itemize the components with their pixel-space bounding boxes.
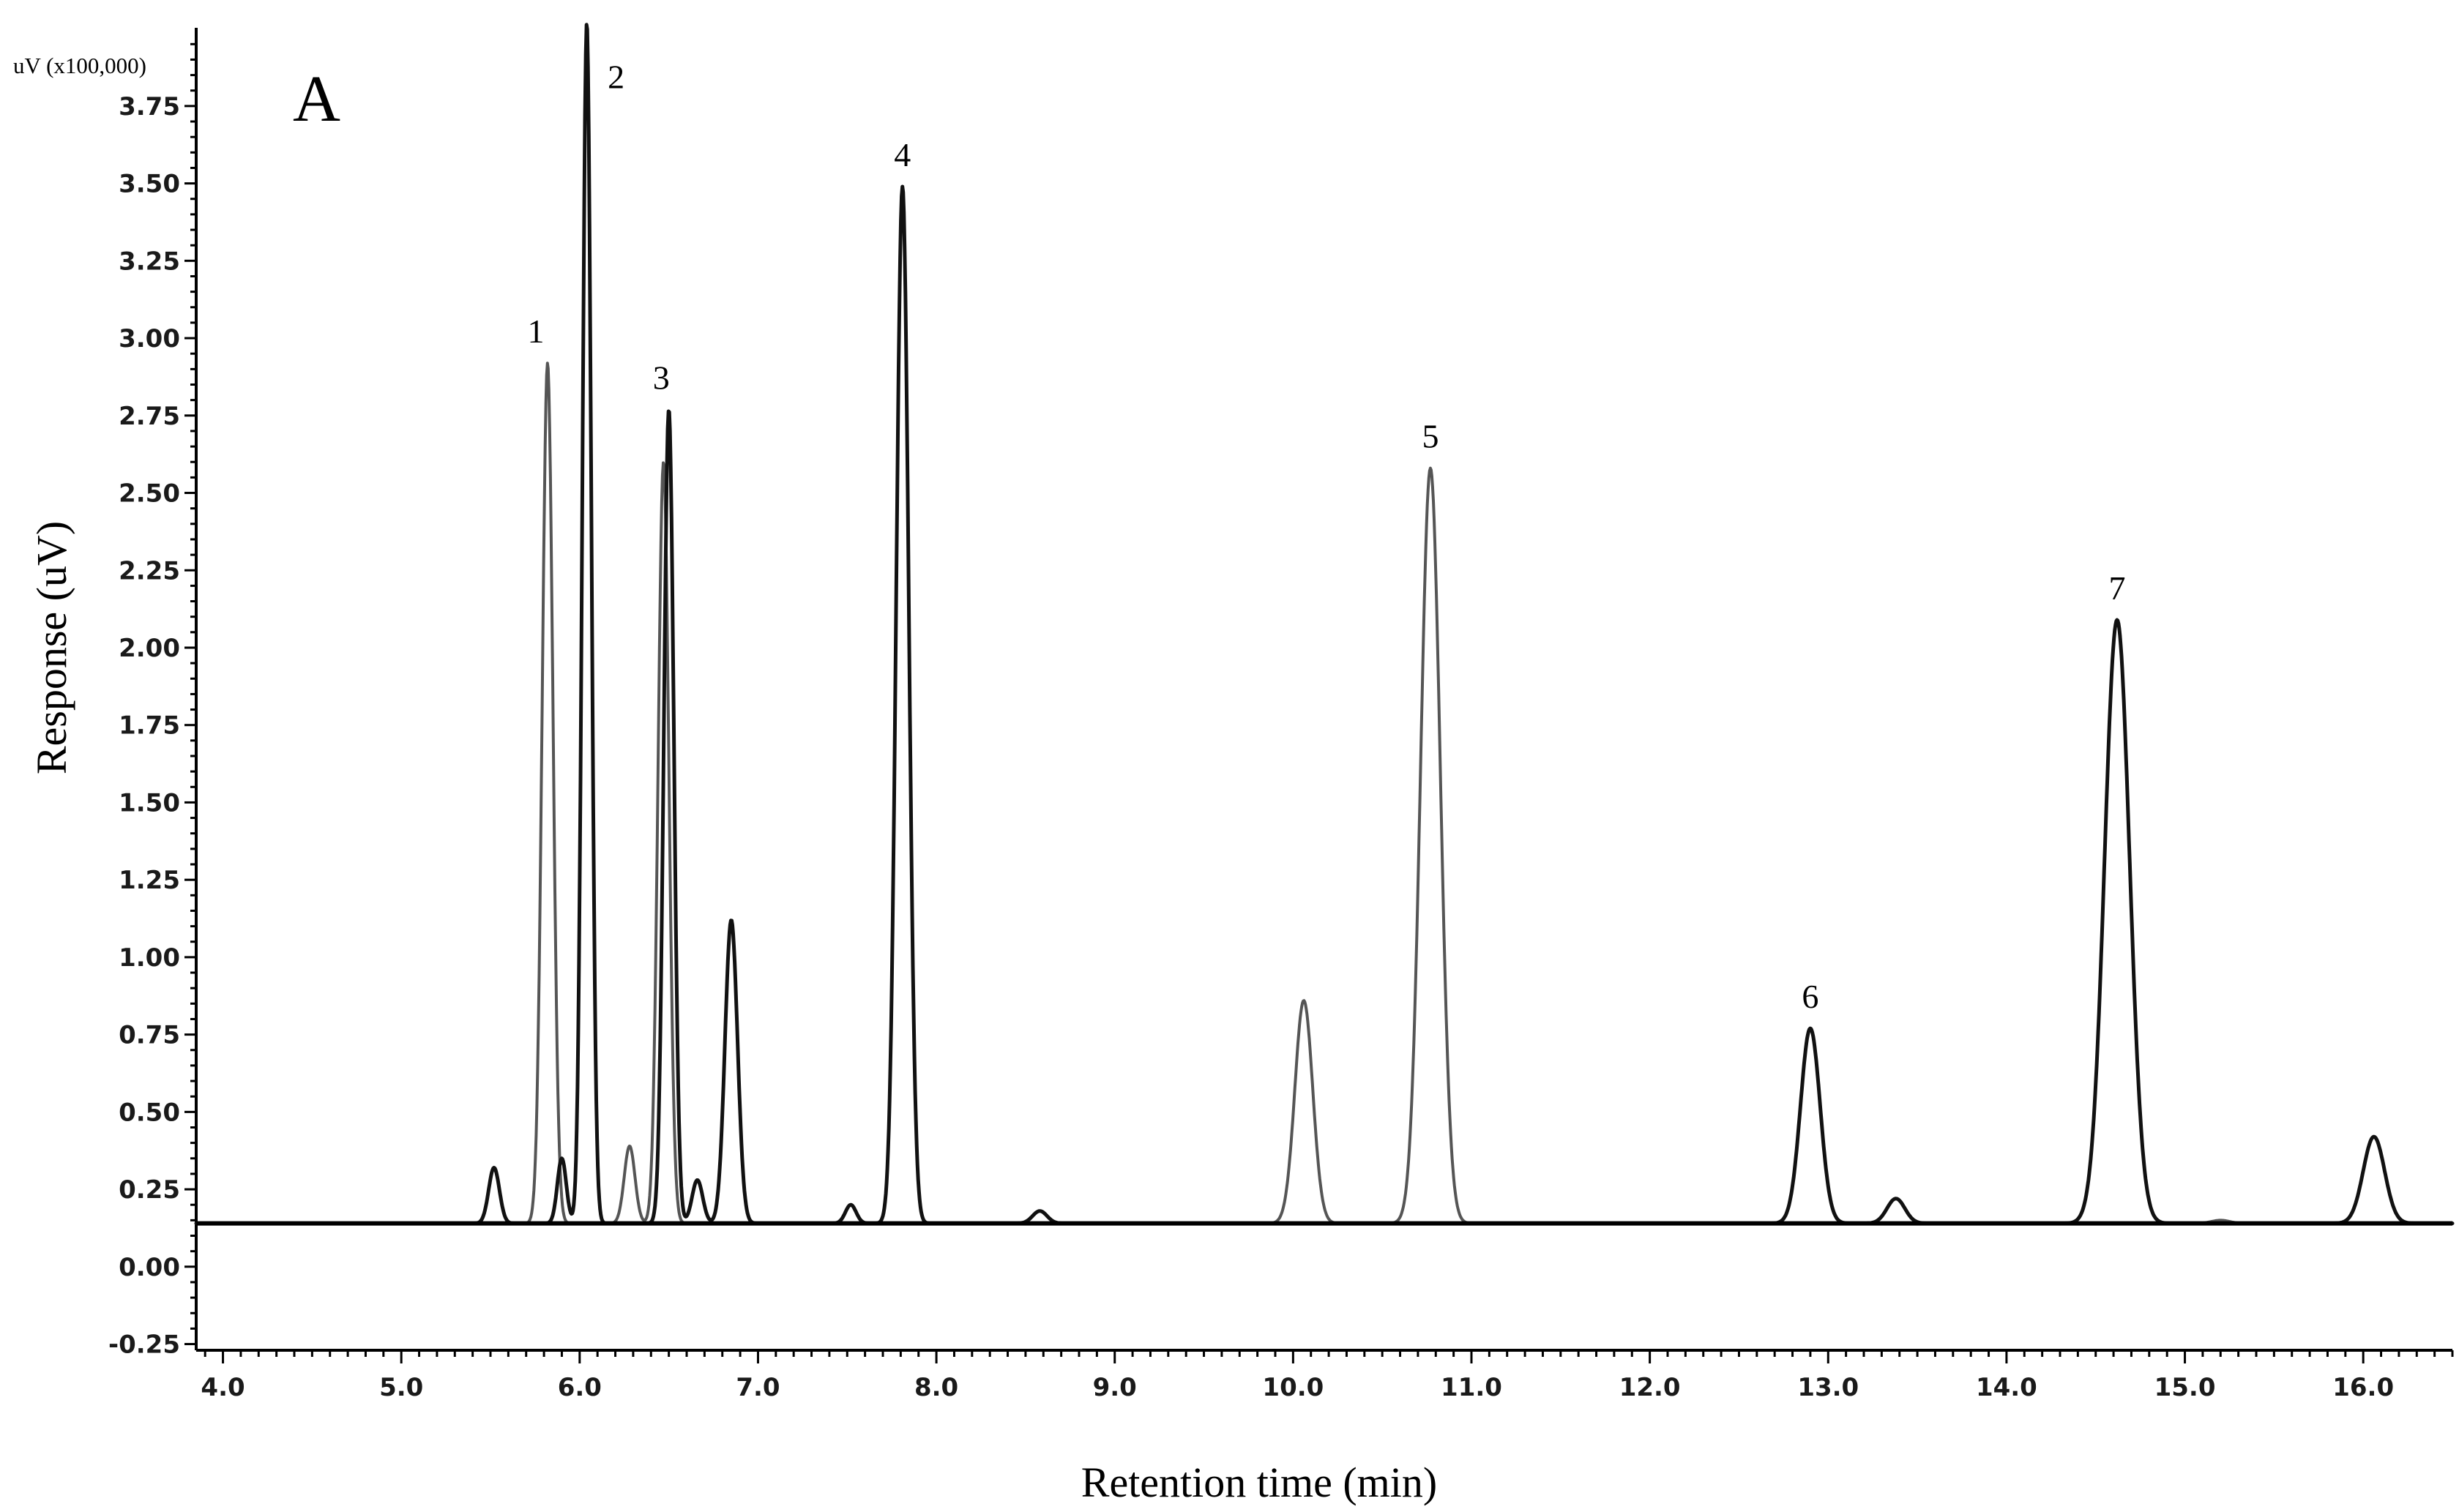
y-tick-label: 1.25 (119, 866, 180, 895)
x-tick-label: 6.0 (558, 1373, 602, 1402)
y-tick-label: 2.25 (119, 556, 180, 585)
y-tick-label: -0.25 (108, 1331, 180, 1360)
y-axis: -0.25 0.00 0.25 0.50 0.75 1.00 1.25 1.50 1.75 2.0… (108, 28, 198, 1360)
peak-label-7: 7 (2108, 569, 2125, 607)
y-unit-label: uV (x100,000) (13, 53, 146, 78)
y-tick-label: 1.75 (119, 711, 180, 741)
y-tick-label: 3.25 (119, 247, 180, 276)
x-tick-label: 16.0 (2332, 1373, 2394, 1402)
x-tick-label: 14.0 (1976, 1373, 2037, 1402)
x-ticks: 4.0 5.0 6.0 7.0 8.0 9.0 10.0 11.0 12.0 13.0 14.0 15… (201, 1350, 2454, 1402)
x-tick-label: 7.0 (736, 1373, 780, 1402)
y-tick-label: 0.75 (119, 1021, 180, 1050)
y-tick-label: 3.50 (119, 170, 180, 199)
x-tick-label: 9.0 (1093, 1373, 1137, 1402)
y-tick-label: 2.75 (119, 402, 180, 431)
y-tick-label: 0.50 (119, 1098, 180, 1127)
x-tick-label: 4.0 (201, 1373, 245, 1402)
x-tick-label: 11.0 (1441, 1373, 1502, 1402)
y-tick-label: 2.00 (119, 634, 180, 663)
peak-label-1: 1 (527, 312, 544, 350)
x-tick-label: 10.0 (1262, 1373, 1324, 1402)
x-tick-label: 15.0 (2154, 1373, 2216, 1402)
y-tick-label: 3.00 (119, 324, 180, 353)
y-axis-title: Response (uV) (28, 521, 75, 774)
y-tick-label: 2.50 (119, 479, 180, 509)
x-tick-label: 5.0 (379, 1373, 423, 1402)
peak-label-5: 5 (1422, 418, 1439, 455)
peak-label-3: 3 (653, 359, 670, 396)
y-tick-label: 0.00 (119, 1253, 180, 1282)
y-tick-label: 3.75 (119, 92, 180, 121)
y-tick-label: 1.00 (119, 943, 180, 973)
trace-1 (195, 362, 2454, 1225)
x-tick-label: 8.0 (914, 1373, 958, 1402)
panel-label: A (293, 63, 340, 135)
y-ticks: -0.25 0.00 0.25 0.50 0.75 1.00 1.25 1.50 1.75 2.0… (108, 42, 196, 1360)
x-axis: 4.0 5.0 6.0 7.0 8.0 9.0 10.0 11.0 12.0 13.0 14.0 15… (196, 1349, 2454, 1402)
x-axis-title: Retention time (min) (1081, 1459, 1437, 1506)
peak-labels: 1 2 3 4 5 6 7 (527, 59, 2125, 1015)
peak-label-6: 6 (1802, 978, 1818, 1015)
peak-label-2: 2 (608, 59, 624, 96)
trace-2 (194, 23, 2455, 1226)
x-tick-label: 13.0 (1797, 1373, 1859, 1402)
y-tick-label: 1.50 (119, 788, 180, 817)
y-tick-label: 0.25 (119, 1175, 180, 1205)
peak-label-4: 4 (894, 136, 911, 173)
x-tick-label: 12.0 (1619, 1373, 1681, 1402)
chromatogram-traces (194, 23, 2455, 1226)
